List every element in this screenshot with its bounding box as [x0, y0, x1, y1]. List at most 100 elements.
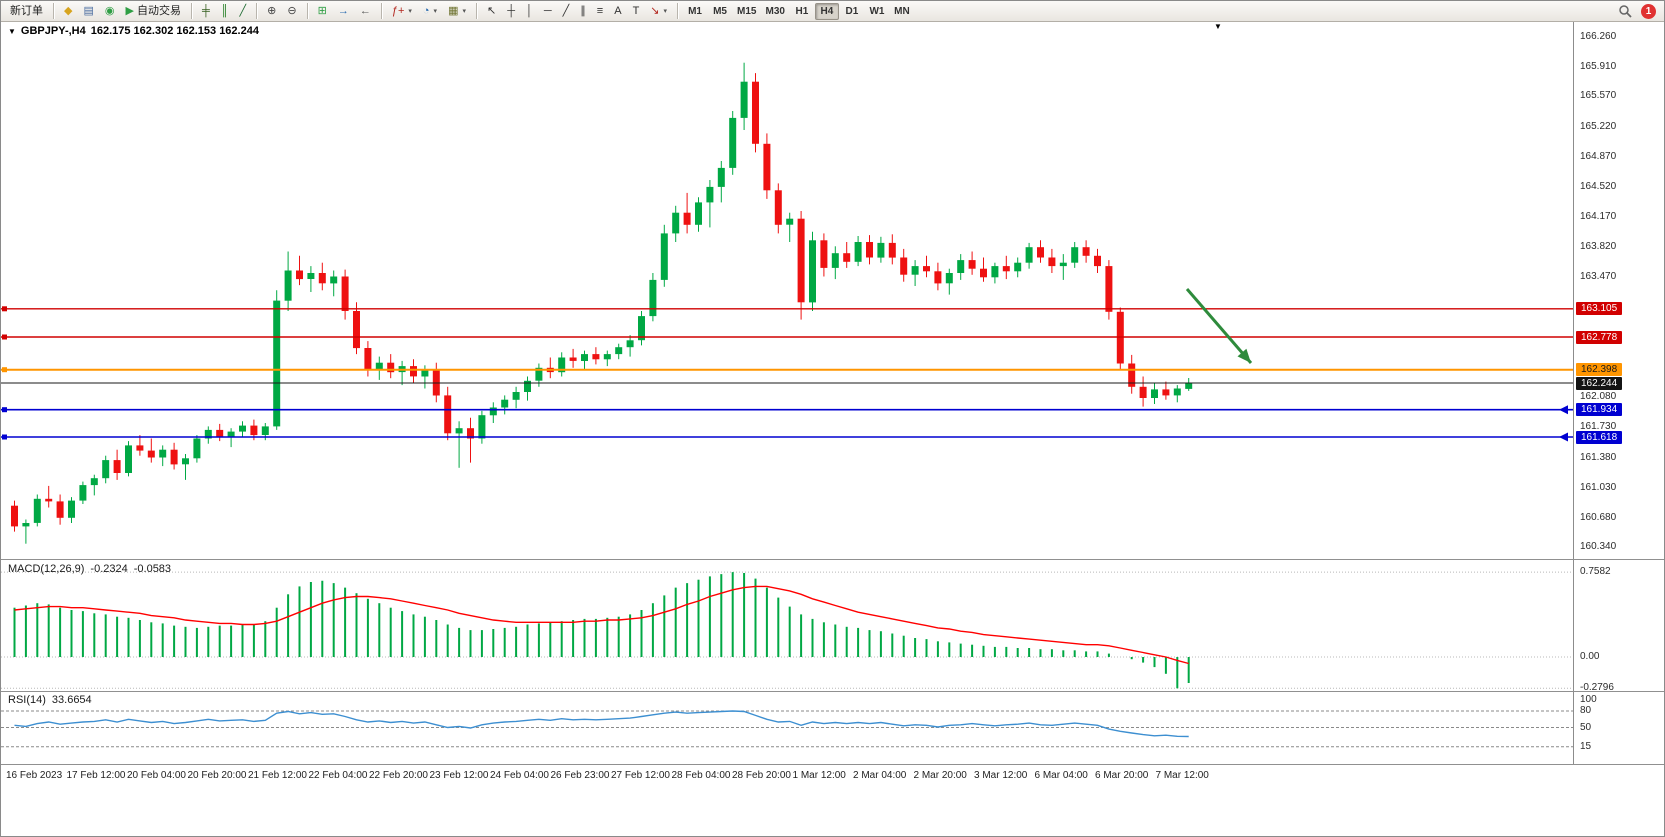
rsi-scale-label: 50 [1580, 721, 1592, 733]
autotrading-button[interactable]: ▶ 自动交易 [120, 2, 185, 21]
horizontal-line-tool[interactable]: ─ [539, 2, 557, 21]
candle-body [33, 498, 41, 523]
indicators-button-icon: ƒ+ [391, 4, 405, 17]
new-order-button[interactable]: 新订单 [5, 2, 48, 21]
text-label-tool[interactable]: T [628, 2, 645, 21]
time-axis-label: 16 Feb 2023 [6, 770, 63, 781]
price-axis-label: 164.870 [1580, 150, 1617, 162]
time-axis-label: 2 Mar 04:00 [853, 770, 907, 781]
candle-body [911, 266, 919, 275]
candle-body [273, 300, 281, 427]
candle-body [11, 505, 18, 527]
candle-body [182, 458, 189, 465]
panel-separator[interactable] [1, 691, 1664, 692]
line-handle[interactable] [2, 407, 7, 413]
timeframe-mn-button[interactable]: MN [890, 3, 914, 20]
search-icon[interactable] [1618, 4, 1632, 18]
community-icon: ◉ [104, 4, 115, 17]
candle-body [535, 367, 543, 381]
timeframe-h4-button[interactable]: H4 [814, 2, 839, 20]
candle-body [239, 425, 246, 432]
timeframe-w1-button[interactable]: W1 [865, 3, 889, 20]
candle-body [660, 233, 668, 280]
trend-arrow[interactable] [1185, 288, 1253, 364]
macd-signal-line [14, 585, 1189, 665]
line-handle[interactable] [2, 367, 7, 373]
channel-tool[interactable]: ∥ [575, 2, 591, 21]
time-axis-label: 20 Feb 20:00 [187, 770, 247, 781]
line-handle[interactable] [2, 334, 7, 340]
tile-windows-button[interactable]: ⊞ [313, 2, 332, 21]
candle-body [444, 395, 452, 434]
indicators-button[interactable]: ƒ+ ▾ [387, 2, 417, 21]
horizontal-line-tool-icon: ─ [543, 4, 552, 17]
time-axis-label: 17 Feb 12:00 [66, 770, 126, 781]
candle-body [831, 253, 839, 268]
candle-body [1173, 388, 1181, 396]
candle-body [364, 348, 372, 370]
templates-button[interactable]: ▦ ▾ [443, 2, 471, 21]
scroll-to-end-icon[interactable]: ▼ [1214, 22, 1222, 31]
timeframe-m15-button[interactable]: M15 [733, 3, 760, 20]
arrows-tool[interactable]: ↘ ▾ [645, 2, 672, 21]
bar-chart-button[interactable]: ╪ [197, 2, 215, 21]
candlestick-chart-button-icon: ║ [220, 4, 229, 17]
price-axis-label: 165.910 [1580, 61, 1617, 73]
candle-body [227, 431, 235, 437]
candle-body [945, 273, 953, 284]
candle-body [888, 242, 896, 258]
zoom-out-button[interactable]: ⊖ [282, 2, 301, 21]
timeframe-h1-button[interactable]: H1 [790, 3, 814, 20]
candle-body [1037, 247, 1044, 258]
candle-body [56, 501, 64, 518]
timeframe-d1-button[interactable]: D1 [840, 3, 864, 20]
crosshair-tool[interactable]: ┼ [502, 2, 520, 21]
auto-scroll-button[interactable]: → [333, 2, 354, 21]
macd-value: -0.2324 [90, 563, 128, 575]
vertical-line-tool[interactable]: │ [521, 2, 538, 21]
symbol-dropdown-icon[interactable]: ▼ [8, 27, 16, 36]
cursor-tool[interactable]: ↖ [482, 2, 501, 21]
price-axis-label: 161.030 [1580, 481, 1617, 493]
line-handle[interactable] [2, 434, 7, 440]
fibonacci-tool[interactable]: ≡ [592, 2, 608, 21]
trendline-tool[interactable]: ╱ [558, 2, 575, 21]
arrows-tool-icon: ↘ [650, 4, 660, 17]
candle-body [1025, 247, 1033, 263]
community-icon[interactable]: ◉ [100, 2, 120, 21]
time-axis-label: 24 Feb 04:00 [490, 770, 549, 781]
candle-body [740, 81, 748, 118]
macd-header: MACD(12,26,9) -0.2324 -0.0583 [8, 563, 171, 575]
print-preview-icon[interactable]: ▤ [78, 2, 98, 21]
line-handle[interactable] [2, 306, 7, 312]
zoom-in-button-icon: ⊕ [267, 4, 277, 17]
notification-badge[interactable]: 1 [1641, 3, 1656, 19]
price-axis-label: 160.680 [1580, 511, 1617, 523]
zoom-in-button[interactable]: ⊕ [262, 2, 281, 21]
dropdown-caret-icon: ▾ [408, 8, 412, 15]
cursor-tool-icon: ↖ [486, 4, 497, 17]
timeframe-m5-button[interactable]: M5 [708, 3, 732, 20]
metaeditor-icon[interactable]: ◆ [59, 2, 77, 21]
timeframe-m30-button[interactable]: M30 [761, 3, 788, 20]
price-chart-canvas[interactable] [1, 22, 1573, 559]
candle-body [125, 445, 132, 473]
panel-separator[interactable] [1, 559, 1664, 560]
candle-body [455, 428, 463, 434]
trendline-tool-icon: ╱ [562, 4, 570, 17]
time-axis-label: 28 Feb 04:00 [671, 770, 731, 781]
zoom-out-button-icon: ⊖ [287, 4, 297, 17]
timeframe-m1-button[interactable]: M1 [683, 3, 707, 20]
candle-body [957, 260, 965, 273]
text-tool[interactable]: A [609, 2, 626, 21]
price-axis-label: 165.570 [1580, 90, 1617, 102]
candle-body [900, 257, 908, 275]
candle-body [159, 449, 167, 458]
periods-button[interactable]: ◔ ▾ [418, 2, 442, 21]
price-axis-label: 161.380 [1580, 451, 1617, 463]
candle-body [603, 354, 611, 360]
line-chart-button[interactable]: ╱ [235, 2, 252, 21]
chart-shift-button[interactable]: ← [355, 2, 376, 21]
candlestick-chart-button[interactable]: ║ [216, 2, 234, 21]
candle-body [170, 449, 178, 465]
